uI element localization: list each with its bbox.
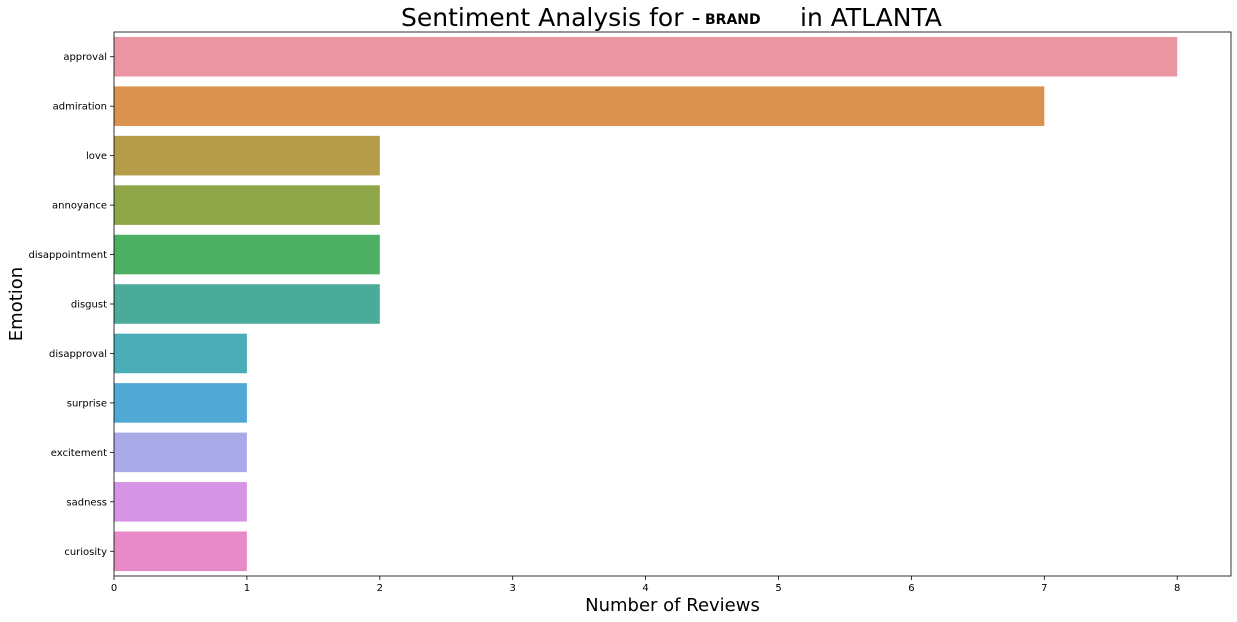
bar-admiration [114, 86, 1045, 126]
x-tick-label: 4 [642, 583, 648, 594]
y-tick-label: curiosity [64, 547, 107, 558]
x-tick-label: 2 [377, 583, 383, 594]
bars-group [114, 36, 1178, 572]
x-tick-label: 0 [111, 583, 117, 594]
chart-title-prefix: Sentiment Analysis for - [401, 3, 701, 32]
chart-title-location: in ATLANTA [800, 3, 942, 32]
y-tick-label: sadness [66, 497, 107, 508]
bar-disgust [114, 284, 380, 324]
bar-excitement [114, 432, 247, 473]
x-tick-label: 1 [244, 583, 250, 594]
x-axis-label: Number of Reviews [585, 595, 760, 616]
x-tick-label: 5 [775, 583, 781, 594]
x-tick-label: 7 [1041, 583, 1047, 594]
y-tick-label: surprise [67, 398, 107, 409]
bar-surprise [114, 383, 247, 423]
bar-disappointment [114, 234, 380, 275]
bar-annoyance [114, 185, 380, 225]
chart-title-brand: BRAND [705, 12, 761, 28]
y-tick-label: disgust [71, 300, 107, 311]
y-tick-label: approval [63, 52, 107, 63]
y-tick-label: excitement [51, 448, 107, 459]
bar-curiosity [114, 531, 247, 572]
bar-disapproval [114, 333, 247, 374]
plot-frame [113, 31, 1232, 577]
x-tick-label: 3 [510, 583, 516, 594]
y-tick-label: annoyance [52, 201, 107, 212]
y-tick-label: admiration [53, 102, 107, 113]
y-axis-label: Emotion [6, 267, 27, 341]
x-tick-label: 8 [1174, 583, 1180, 594]
y-tick-label: disapproval [49, 349, 107, 360]
bar-approval [114, 36, 1178, 77]
y-tick-labels: approval admiration love annoyance disappoin… [29, 52, 114, 558]
y-tick-label: love [86, 151, 107, 162]
chart-title: Sentiment Analysis for - BRAND in ATLANT… [0, 1, 1237, 35]
y-tick-label: disappointment [29, 250, 108, 261]
x-tick-labels: 0 1 2 3 4 5 6 7 8 [111, 576, 1180, 594]
bar-sadness [114, 482, 247, 522]
x-tick-label: 6 [908, 583, 914, 594]
bar-love [114, 135, 380, 176]
